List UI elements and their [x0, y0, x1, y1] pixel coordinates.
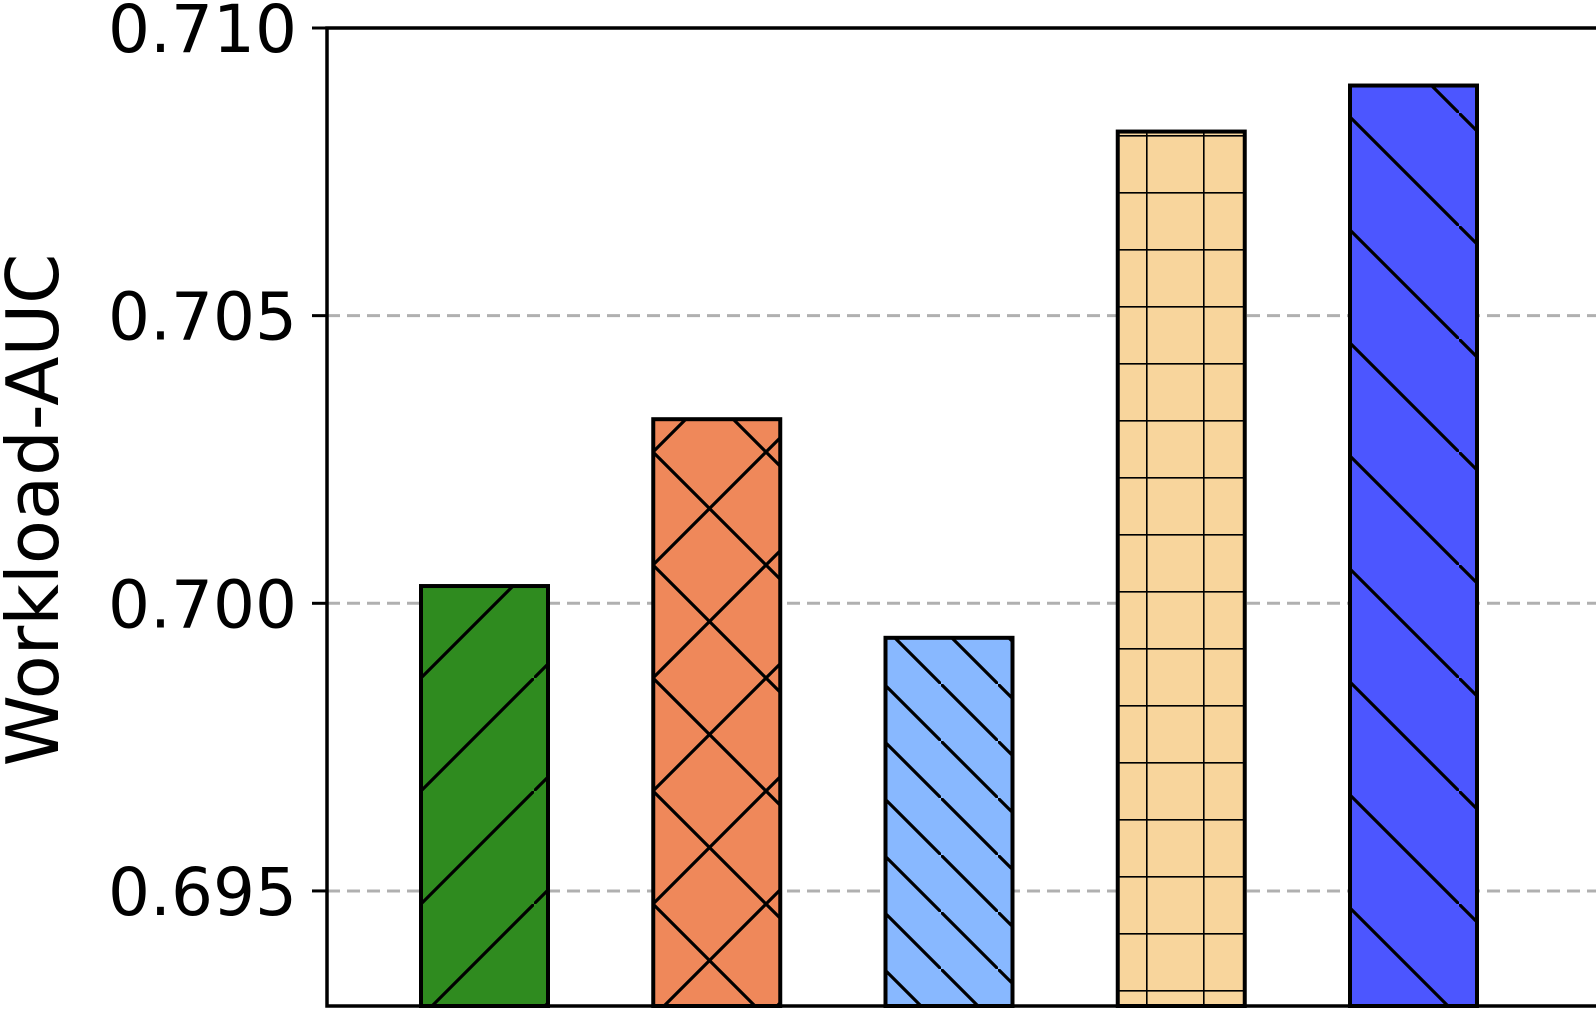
bar	[1115, 129, 1247, 1009]
bar	[651, 417, 783, 1008]
plot-frame	[325, 26, 1596, 1008]
bars	[419, 83, 1479, 1009]
bar	[419, 584, 550, 1008]
y-ticks: 0.695 0.700 0.705 0.710	[108, 0, 327, 931]
axes	[325, 26, 1596, 1008]
y-axis-title: Workload-AUC	[0, 254, 75, 767]
y-tick-label: 0.695	[108, 854, 297, 931]
bar	[883, 635, 1015, 1008]
y-tick-label: 0.700	[108, 566, 297, 643]
y-tick-label: 0.710	[108, 0, 297, 68]
y-tick-label: 0.705	[108, 279, 297, 356]
bar	[1348, 83, 1479, 1008]
